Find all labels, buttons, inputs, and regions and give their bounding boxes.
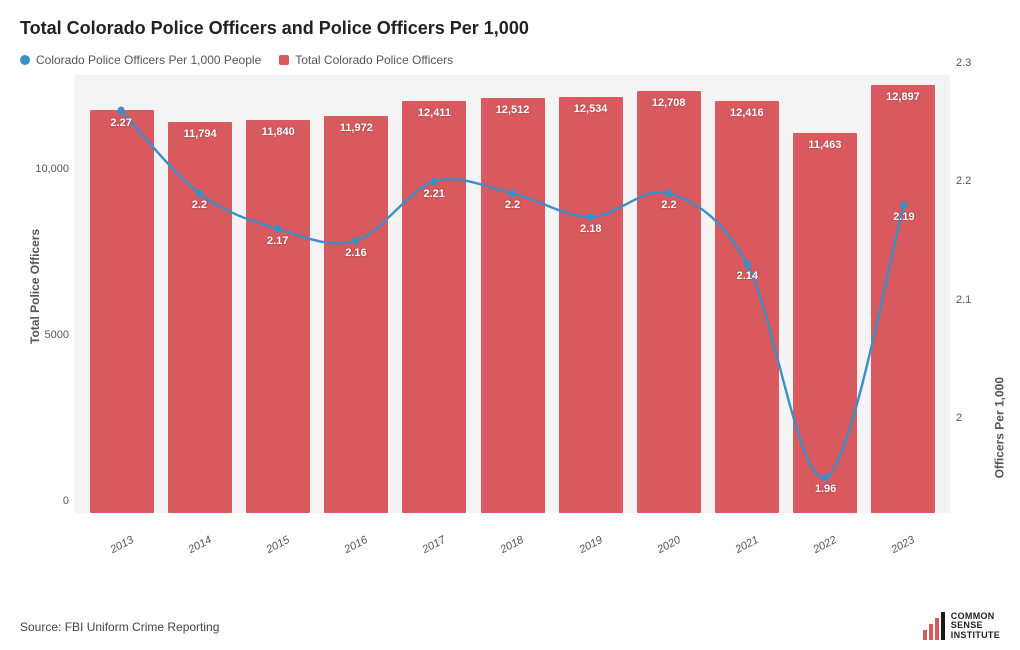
bar-value-label: 11,972 [340, 122, 373, 134]
line-value-label: 2.19 [893, 211, 914, 223]
x-tick: 2014 [163, 521, 238, 568]
y-left-tick: 10,000 [35, 163, 69, 175]
logo-line3: INSTITUTE [951, 631, 1000, 640]
x-tick: 2021 [710, 521, 785, 568]
line-value-label: 2.21 [424, 188, 445, 200]
bar-value-label: 12,411 [418, 107, 451, 119]
bar-value-label: 12,708 [652, 97, 686, 109]
y-right-tick: 2.1 [956, 294, 971, 306]
y-right-tick: 2 [956, 412, 962, 424]
source-text: Source: FBI Uniform Crime Reporting [20, 620, 219, 634]
bar: 12,512 [481, 98, 545, 513]
line-value-label: 2.2 [505, 199, 520, 211]
bar-group: 11,840 [239, 120, 317, 513]
logo-bar [929, 624, 933, 640]
x-tick: 2023 [866, 521, 941, 568]
x-axis: 2013201420152016201720182019202020212022… [75, 539, 950, 551]
y-axis-right: Officers Per 1,000 22.12.22.3 [950, 75, 1000, 555]
bar-group: 11,794 [161, 122, 239, 513]
bar-group: 12,534 [552, 97, 630, 513]
line-value-label: 2.2 [192, 199, 207, 211]
line-value-label: 1.96 [815, 483, 836, 495]
legend-label-bar: Total Colorado Police Officers [295, 53, 453, 67]
bar: 11,840 [246, 120, 310, 513]
y-axis-left: Total Police Officers 0 5000 10,000 [20, 75, 75, 555]
logo-text: COMMON SENSE INSTITUTE [951, 612, 1000, 640]
bar-group: 12,897 [864, 85, 942, 513]
bar: 12,897 [871, 85, 935, 513]
x-tick: 2019 [553, 521, 628, 568]
x-tick: 2018 [475, 521, 550, 568]
bar: 11,794 [168, 122, 232, 513]
bar-value-label: 11,794 [184, 128, 217, 140]
bar-value-label: 11,463 [808, 139, 841, 151]
legend-swatch-line [20, 55, 30, 65]
legend: Colorado Police Officers Per 1,000 Peopl… [20, 53, 1000, 67]
bar: 12,534 [559, 97, 623, 513]
bar-value-label: 11,840 [262, 126, 295, 138]
y-axis-right-label: Officers Per 1,000 [992, 377, 1006, 478]
bar-group: 12,708 [630, 91, 708, 513]
bar-group: 12,411 [395, 101, 473, 513]
bar-group: 11,463 [786, 133, 864, 513]
x-tick: 2020 [631, 521, 706, 568]
x-tick: 2022 [788, 521, 863, 568]
line-value-label: 2.2 [661, 199, 676, 211]
bar: 12,411 [402, 101, 466, 513]
y-left-tick: 5000 [45, 329, 69, 341]
y-right-tick: 2.2 [956, 175, 971, 187]
legend-label-line: Colorado Police Officers Per 1,000 Peopl… [36, 53, 261, 67]
x-tick: 2013 [85, 521, 160, 568]
bar [90, 110, 154, 513]
legend-item-line: Colorado Police Officers Per 1,000 Peopl… [20, 53, 261, 67]
y-left-tick: 0 [63, 495, 69, 507]
plot-area: 11,794 11,840 11,972 12,411 12,512 12,534 12,7… [75, 75, 950, 513]
logo-bar [941, 612, 945, 640]
logo-bar [923, 630, 927, 640]
bar-value-label: 12,512 [496, 104, 530, 116]
bars-container: 11,794 11,840 11,972 12,411 12,512 12,534 12,7… [75, 75, 950, 513]
bar-value-label: 12,416 [730, 107, 764, 119]
bar-group: 12,416 [708, 101, 786, 513]
bar-value-label: 12,534 [574, 103, 608, 115]
line-value-label: 2.14 [737, 270, 758, 282]
y-right-tick: 2.3 [956, 57, 971, 69]
bar-group [83, 110, 161, 513]
bar-value-label: 12,897 [886, 91, 920, 103]
line-value-label: 2.16 [345, 247, 366, 259]
chart-title: Total Colorado Police Officers and Polic… [20, 18, 1000, 39]
x-tick: 2016 [319, 521, 394, 568]
logo-bar [935, 618, 939, 640]
line-value-label: 2.17 [267, 235, 288, 247]
bar-group: 11,972 [317, 116, 395, 513]
bar: 11,463 [793, 133, 857, 513]
bar: 11,972 [324, 116, 388, 513]
legend-item-bar: Total Colorado Police Officers [279, 53, 453, 67]
x-tick: 2015 [241, 521, 316, 568]
line-value-label: 2.18 [580, 223, 601, 235]
bar: 12,708 [637, 91, 701, 513]
bar: 12,416 [715, 101, 779, 513]
logo: COMMON SENSE INSTITUTE [923, 612, 1000, 640]
x-tick: 2017 [397, 521, 472, 568]
legend-swatch-bar [279, 55, 289, 65]
chart-area: Total Police Officers 0 5000 10,000 11,794… [20, 75, 1000, 555]
line-value-label: 2.27 [110, 117, 131, 129]
y-axis-left-label: Total Police Officers [28, 229, 42, 344]
bar-group: 12,512 [473, 98, 551, 513]
logo-bars-icon [923, 612, 945, 640]
